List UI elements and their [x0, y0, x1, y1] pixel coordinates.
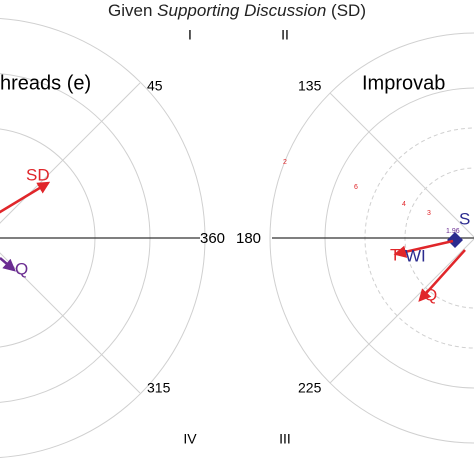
quadrant: I: [188, 27, 192, 43]
marker: [447, 232, 463, 248]
radial-label: 6: [354, 184, 358, 191]
radial-label: 1.96: [446, 228, 460, 235]
quadrant: III: [279, 431, 291, 447]
angle-label: 45: [147, 78, 163, 94]
angle-label: 225: [298, 380, 322, 396]
vector-label: T: [390, 245, 400, 264]
vector-label: Q: [15, 259, 28, 278]
vector-label: SD: [26, 165, 50, 184]
radial-label: 2: [283, 159, 287, 166]
angle-label: 315: [147, 380, 171, 396]
quadrant: IV: [183, 431, 197, 447]
vector-label: WI: [405, 246, 426, 265]
panel-title: hreads (e): [0, 72, 91, 94]
vector: [0, 181, 51, 214]
vector: [0, 257, 16, 272]
title: Given Supporting Discussion (SD): [108, 1, 366, 20]
angle-label: 180: [236, 230, 261, 247]
vector-label: Q: [424, 285, 437, 304]
panel-title: Improvab: [362, 72, 445, 94]
vector: [393, 239, 454, 258]
vector-label: S: [459, 209, 470, 228]
angle-label: 360: [200, 230, 225, 247]
radial-label: 3: [427, 210, 431, 217]
radial-label: 4: [402, 201, 406, 208]
quadrant: II: [281, 27, 289, 43]
vector: [418, 249, 466, 302]
angle-label: 135: [298, 78, 322, 94]
